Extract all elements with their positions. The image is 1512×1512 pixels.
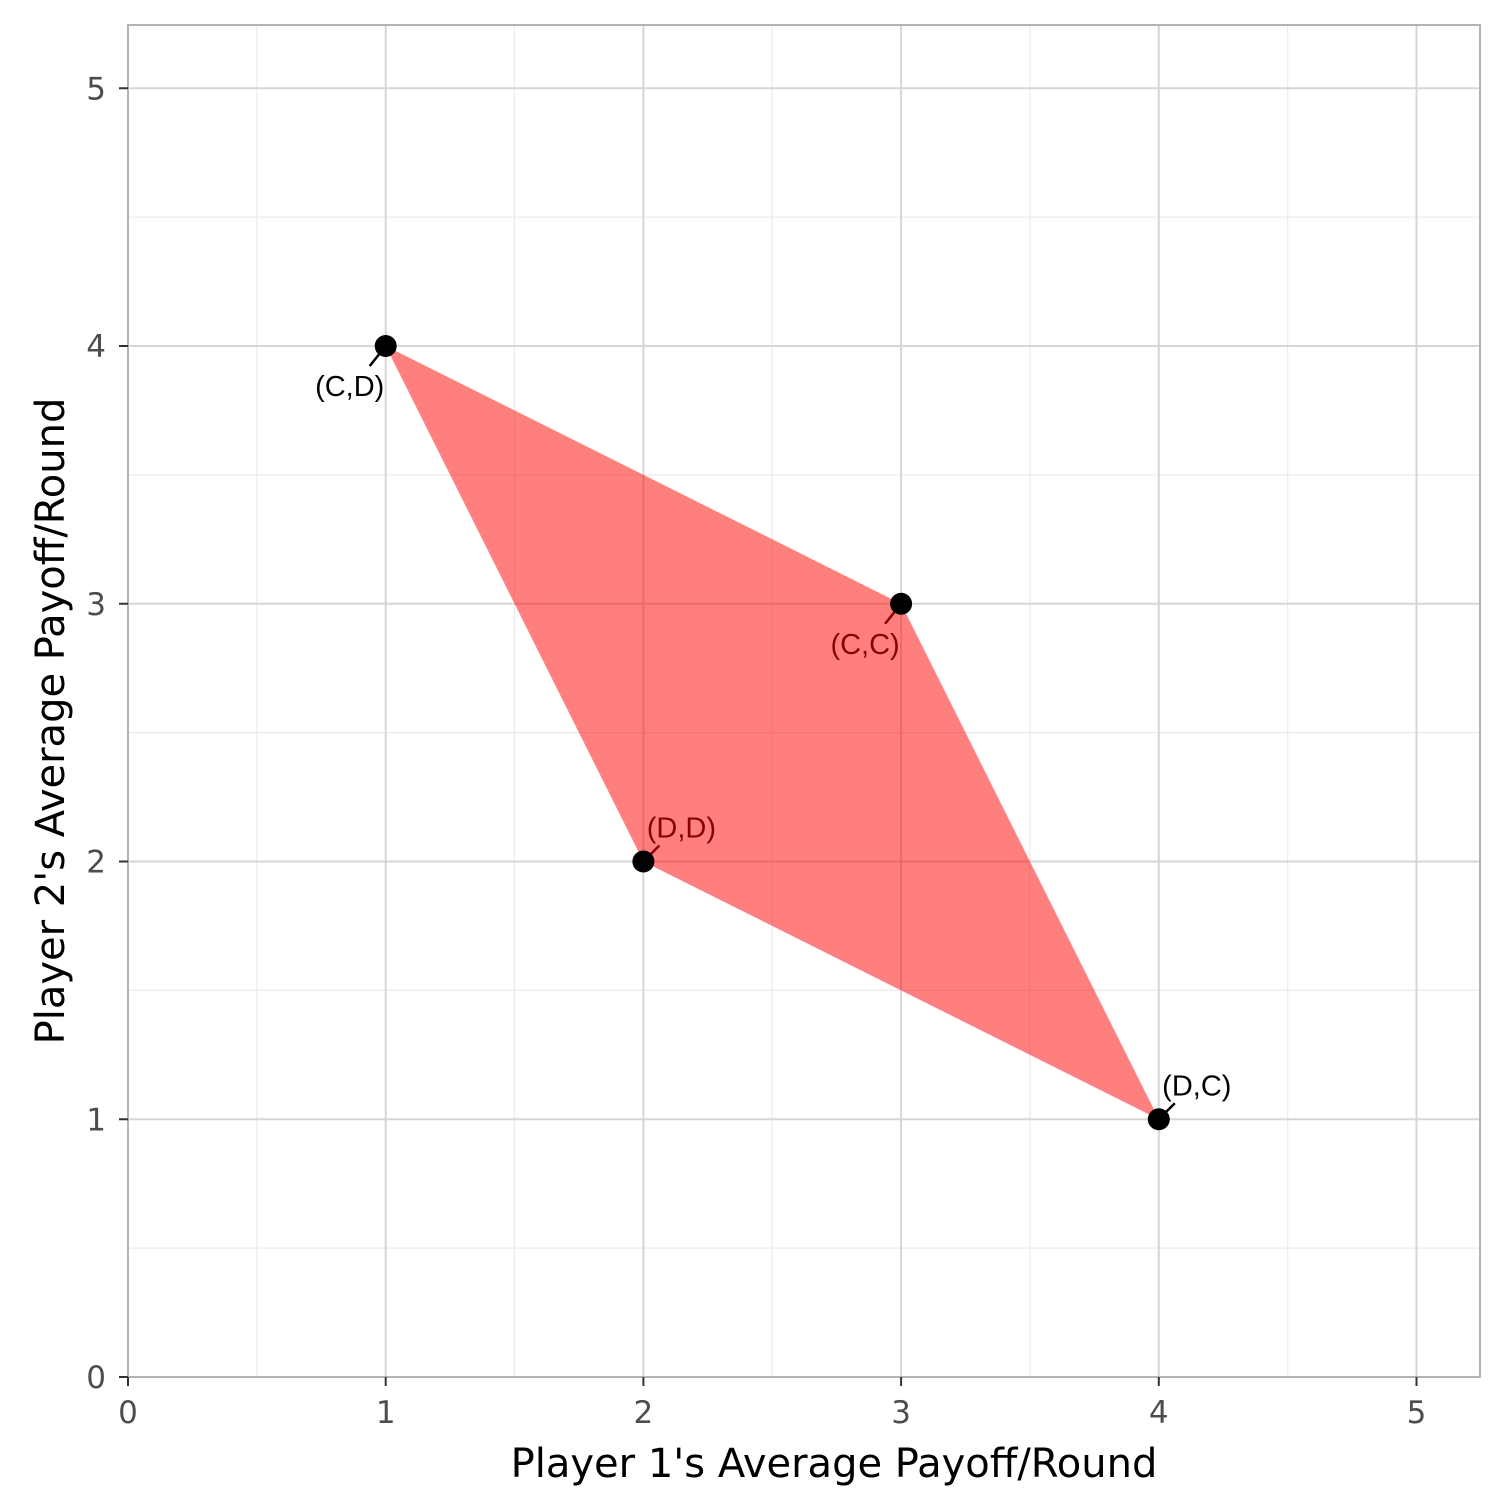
x-tick-label: 3 <box>891 1395 911 1431</box>
data-point <box>890 592 913 615</box>
y-tick-label: 4 <box>86 329 106 365</box>
x-tick-label: 5 <box>1407 1395 1427 1431</box>
point-label: (C,D) <box>315 371 384 403</box>
y-tick-label: 2 <box>86 845 106 881</box>
data-point <box>374 335 397 357</box>
axis-ticks <box>119 87 1418 1386</box>
y-tick-label: 3 <box>86 587 106 623</box>
point-label: (D,C) <box>1162 1070 1231 1102</box>
x-tick-label: 2 <box>634 1395 654 1431</box>
y-axis-title: Player 2's Average Payoff/Round <box>28 398 74 1045</box>
x-tick-labels: 0 1 2 3 4 5 <box>118 1395 1426 1431</box>
y-tick-label: 0 <box>86 1360 106 1396</box>
feasible-region <box>385 346 1159 1120</box>
panel-border <box>127 24 1481 1378</box>
data-point <box>1147 1108 1170 1131</box>
data-point <box>632 850 655 873</box>
y-tick-label: 5 <box>86 71 106 107</box>
x-axis-title: Player 1's Average Payoff/Round <box>511 1441 1158 1487</box>
x-tick-label: 1 <box>376 1395 396 1431</box>
x-tick-label: 0 <box>118 1395 138 1431</box>
feasible-region-layer <box>385 346 1159 1120</box>
y-tick-label: 1 <box>86 1102 106 1138</box>
point-label: (C,C) <box>830 629 899 661</box>
y-tick-labels: 0 1 2 3 4 5 <box>86 71 106 1396</box>
x-tick-label: 4 <box>1149 1395 1169 1431</box>
points-layer: (C,D) (C,C) (D,D) (D,C) <box>315 335 1231 1131</box>
point-label: (D,D) <box>647 813 716 845</box>
